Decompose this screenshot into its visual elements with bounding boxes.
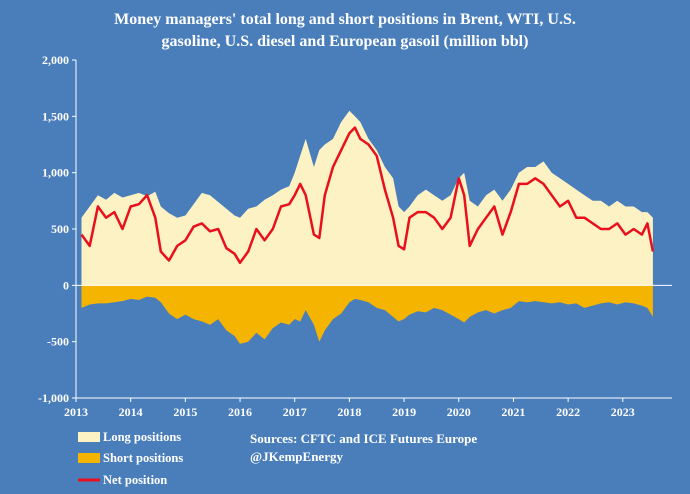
plot-area xyxy=(80,110,655,344)
series-net-position-line xyxy=(80,126,655,265)
y-tick-label: 1,000 xyxy=(42,166,69,180)
source-line-1: Sources: CFTC and ICE Futures Europe xyxy=(250,431,477,446)
legend-label-long: Long positions xyxy=(103,430,181,444)
legend-label-net: Net position xyxy=(103,473,167,487)
x-tick-label: 2018 xyxy=(337,405,361,419)
y-tick-label: -1,000 xyxy=(38,391,69,405)
y-tick-label: -500 xyxy=(47,335,69,349)
x-tick-label: 2023 xyxy=(611,405,635,419)
chart-title-line-2: gasoline, U.S. diesel and European gasoi… xyxy=(162,33,529,50)
legend-label-short: Short positions xyxy=(103,451,183,465)
x-tick-label: 2017 xyxy=(283,405,307,419)
x-tick-label: 2020 xyxy=(447,405,471,419)
series-short-positions-area xyxy=(81,285,653,344)
x-tick-label: 2022 xyxy=(556,405,580,419)
legend-swatch-short xyxy=(78,453,100,463)
y-tick-label: 500 xyxy=(51,222,69,236)
legend-swatch-long xyxy=(78,432,100,442)
x-tick-label: 2015 xyxy=(173,405,197,419)
legend: Long positions Short positions Net posit… xyxy=(78,430,183,487)
y-tick-label: 1,500 xyxy=(42,109,69,123)
x-tick-label: 2019 xyxy=(392,405,416,419)
x-tick-label: 2013 xyxy=(64,405,88,419)
x-tick-label: 2016 xyxy=(228,405,252,419)
y-tick-label: 2,000 xyxy=(42,53,69,67)
y-tick-label: 0 xyxy=(63,278,69,292)
x-tick-label: 2014 xyxy=(119,405,143,419)
source-line-2: @JKempEnergy xyxy=(250,449,343,464)
chart-title-line-1: Money managers' total long and short pos… xyxy=(114,11,576,28)
x-tick-label: 2021 xyxy=(501,405,525,419)
